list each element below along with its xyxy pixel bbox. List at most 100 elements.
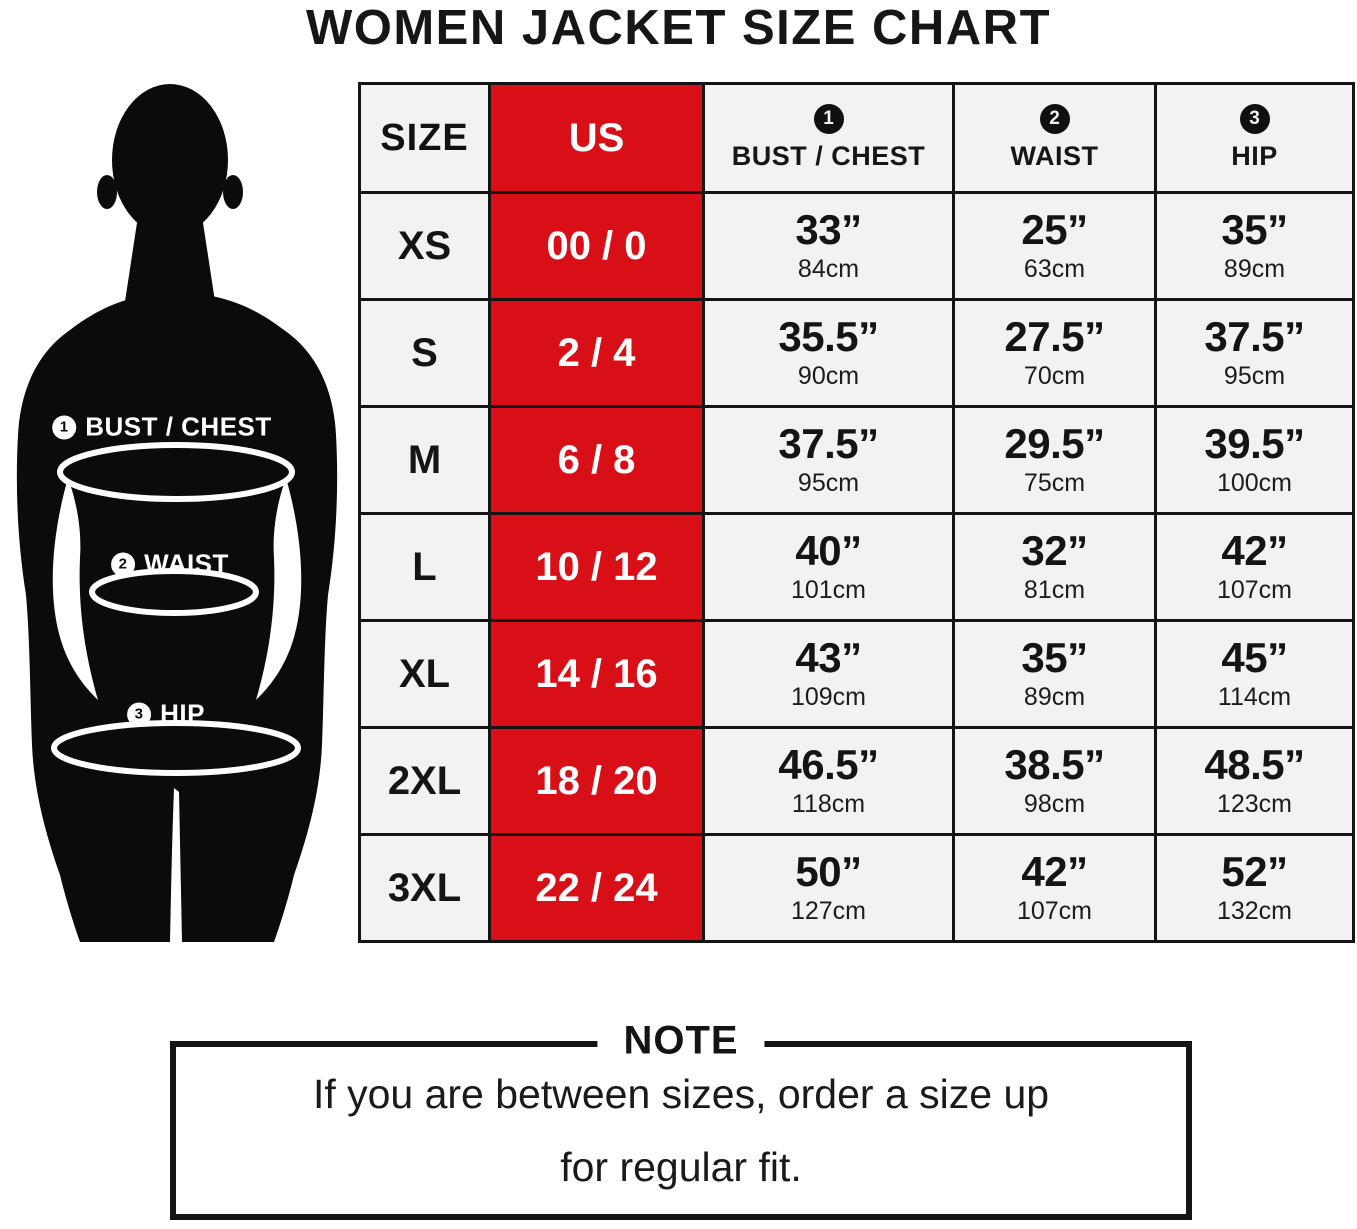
circled-2-icon: 2	[111, 552, 136, 576]
bust-inches: 43”	[795, 633, 862, 681]
bust-cm: 109cm	[790, 683, 867, 712]
waist-cm: 63cm	[1023, 255, 1086, 284]
figure-waist-label-text: WAIST	[144, 548, 229, 579]
bust-cm: 118cm	[791, 790, 866, 819]
bust-cell: 50” 127cm	[705, 836, 952, 940]
bust-measure-ellipse	[57, 442, 295, 502]
waist-cm: 98cm	[1023, 790, 1086, 819]
waist-cm: 89cm	[1023, 683, 1086, 712]
header-hip: 3 HIP	[1157, 85, 1352, 191]
header-waist-label: WAIST	[1010, 141, 1099, 171]
circled-3-icon: 3	[127, 702, 152, 726]
header-us: US	[491, 85, 702, 191]
circled-2-icon: 2	[1039, 104, 1070, 134]
hip-cm: 132cm	[1216, 897, 1293, 926]
waist-cell: 35” 89cm	[955, 622, 1154, 726]
bust-cm: 101cm	[790, 576, 867, 605]
hip-inches: 37.5”	[1204, 312, 1305, 360]
header-size: SIZE	[361, 85, 488, 191]
waist-inches: 35”	[1021, 633, 1088, 681]
waist-inches: 38.5”	[1004, 740, 1105, 788]
hip-cell: 35” 89cm	[1157, 194, 1352, 298]
waist-inches: 42”	[1021, 847, 1088, 895]
size-cell: XL	[361, 622, 488, 726]
waist-cell: 27.5” 70cm	[955, 301, 1154, 405]
hip-inches: 52”	[1221, 847, 1288, 895]
size-cell: S	[361, 301, 488, 405]
us-cell: 00 / 0	[491, 194, 702, 298]
bust-inches: 35.5”	[778, 312, 879, 360]
size-cell: 3XL	[361, 836, 488, 940]
hip-cm: 100cm	[1216, 469, 1293, 498]
waist-cm: 70cm	[1023, 362, 1086, 391]
figure-bust-label-text: BUST / CHEST	[85, 411, 272, 442]
header-bust-chest-label: BUST / CHEST	[731, 141, 926, 171]
size-cell: XS	[361, 194, 488, 298]
bust-cell: 46.5” 118cm	[705, 729, 952, 833]
bust-cell: 37.5” 95cm	[705, 408, 952, 512]
bust-cell: 40” 101cm	[705, 515, 952, 619]
header-bust-chest: 1 BUST / CHEST	[705, 85, 952, 191]
hip-cm: 89cm	[1223, 255, 1286, 284]
bust-cell: 43” 109cm	[705, 622, 952, 726]
waist-inches: 27.5”	[1004, 312, 1105, 360]
circled-1-icon: 1	[813, 104, 844, 134]
hip-cell: 45” 114cm	[1157, 622, 1352, 726]
waist-cell: 29.5” 75cm	[955, 408, 1154, 512]
hip-cell: 39.5” 100cm	[1157, 408, 1352, 512]
hip-inches: 42”	[1221, 526, 1288, 574]
waist-cm: 107cm	[1016, 897, 1093, 926]
female-silhouette-icon	[16, 84, 338, 942]
page-title: WOMEN JACKET SIZE CHART	[306, 1, 1051, 55]
waist-measure-ellipse	[89, 568, 259, 616]
us-cell: 6 / 8	[491, 408, 702, 512]
hip-cell: 42” 107cm	[1157, 515, 1352, 619]
bust-inches: 40”	[795, 526, 862, 574]
hip-cm: 123cm	[1216, 790, 1293, 819]
note-text: If you are between sizes, order a size u…	[176, 1047, 1186, 1214]
figure-bust-label: 1 BUST / CHEST	[52, 412, 272, 443]
header-hip-label: HIP	[1231, 141, 1278, 171]
hip-cm: 107cm	[1216, 576, 1293, 605]
note-title: NOTE	[597, 1018, 765, 1064]
bust-cell: 35.5” 90cm	[705, 301, 952, 405]
hip-cm: 95cm	[1223, 362, 1286, 391]
hip-measure-ellipse	[51, 720, 301, 776]
bust-cm: 84cm	[797, 255, 860, 284]
hip-cell: 52” 132cm	[1157, 836, 1352, 940]
bust-inches: 50”	[795, 847, 862, 895]
waist-cell: 38.5” 98cm	[955, 729, 1154, 833]
bust-cell: 33” 84cm	[705, 194, 952, 298]
hip-cell: 37.5” 95cm	[1157, 301, 1352, 405]
size-cell: L	[361, 515, 488, 619]
header-waist: 2 WAIST	[955, 85, 1154, 191]
bust-cm: 127cm	[790, 897, 867, 926]
waist-inches: 29.5”	[1004, 419, 1105, 467]
waist-inches: 32”	[1021, 526, 1088, 574]
us-cell: 22 / 24	[491, 836, 702, 940]
hip-inches: 39.5”	[1204, 419, 1305, 467]
us-cell: 18 / 20	[491, 729, 702, 833]
size-cell: 2XL	[361, 729, 488, 833]
waist-inches: 25”	[1021, 205, 1088, 253]
us-cell: 10 / 12	[491, 515, 702, 619]
us-cell: 14 / 16	[491, 622, 702, 726]
hip-inches: 48.5”	[1204, 740, 1305, 788]
waist-cm: 75cm	[1023, 469, 1086, 498]
us-cell: 2 / 4	[491, 301, 702, 405]
size-chart-table: SIZE US 1 BUST / CHEST 2 WAIST 3 HIP XS …	[358, 82, 1355, 943]
hip-inches: 45”	[1221, 633, 1288, 681]
circled-1-icon: 1	[52, 415, 77, 439]
bust-cm: 90cm	[797, 362, 860, 391]
circled-3-icon: 3	[1239, 104, 1270, 134]
note-line-2: for regular fit.	[560, 1143, 802, 1190]
note-line-1: If you are between sizes, order a size u…	[312, 1070, 1050, 1117]
figure-hip-label: 3 HIP	[127, 699, 205, 730]
waist-cm: 81cm	[1023, 576, 1086, 605]
figure-hip-label-text: HIP	[160, 698, 205, 729]
bust-inches: 37.5”	[778, 419, 879, 467]
body-measurement-figure: 1 BUST / CHEST 2 WAIST 3 HIP	[4, 80, 350, 948]
bust-cm: 95cm	[797, 469, 860, 498]
figure-waist-label: 2 WAIST	[111, 549, 229, 580]
size-cell: M	[361, 408, 488, 512]
